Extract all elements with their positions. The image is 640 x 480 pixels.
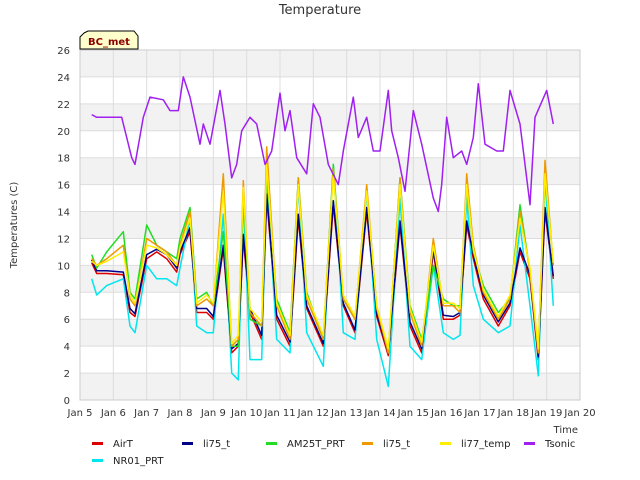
legend-swatch <box>524 442 535 445</box>
x-tick-label: Jan 11 <box>263 408 295 419</box>
legend: AirT li75_t AM25T_PRT li75_t li77_temp Tsonic… <box>92 439 575 467</box>
band <box>80 50 580 77</box>
band <box>80 157 580 185</box>
legend-item: li75_t <box>182 439 230 450</box>
legend-label: Tsonic <box>544 439 575 450</box>
series-layer <box>90 76 555 388</box>
x-tick-label: Jan 17 <box>463 408 495 419</box>
x-tick-label: Jan 6 <box>100 408 126 419</box>
legend-item: NR01_PRT <box>92 456 164 467</box>
chart-title: Temperature <box>278 3 361 18</box>
legend-item: Tsonic <box>524 439 575 450</box>
legend-item: li77_temp <box>440 439 510 450</box>
x-tick-label: Jan 18 <box>497 408 529 419</box>
x-tick-label: Jan 15 <box>397 408 429 419</box>
legend-swatch <box>440 442 451 445</box>
legend-label: NR01_PRT <box>113 456 164 467</box>
legend-swatch <box>92 459 103 462</box>
legend-label: AirT <box>113 439 134 450</box>
y-axis-title: Temperatures (C) <box>9 182 20 270</box>
y-tick-label: 0 <box>64 396 70 407</box>
y-tick-label: 6 <box>64 315 70 326</box>
legend-item: li75_t <box>362 439 410 450</box>
x-tick-label: Jan 8 <box>167 408 193 419</box>
x-tick-label: Jan 20 <box>563 408 595 419</box>
legend-label: li77_temp <box>461 439 510 450</box>
x-tick-label: Jan 19 <box>530 408 562 419</box>
badge-box <box>79 30 139 50</box>
legend-swatch <box>362 442 373 445</box>
series-line-6 <box>91 76 555 213</box>
band <box>80 265 580 293</box>
x-tick-label: Jan 9 <box>200 408 226 419</box>
x-tick-label: Jan 14 <box>363 408 395 419</box>
y-tick-label: 20 <box>57 127 70 138</box>
legend-swatch <box>266 442 277 445</box>
y-tick-label: 4 <box>64 342 70 353</box>
x-tick-label: Jan 13 <box>330 408 362 419</box>
legend-swatch <box>182 442 193 445</box>
y-tick-label: 12 <box>57 234 70 245</box>
y-tick-label: 8 <box>64 288 70 299</box>
x-tick-label: Jan 10 <box>230 408 262 419</box>
y-tick-label: 10 <box>57 261 70 272</box>
band <box>80 319 580 347</box>
legend-label: li75_t <box>383 439 410 450</box>
legend-swatch <box>92 442 103 445</box>
y-tick-label: 2 <box>64 369 70 380</box>
x-tick-label: Jan 16 <box>430 408 462 419</box>
y-tick-label: 14 <box>57 208 70 219</box>
x-axis-title: Time <box>553 425 578 436</box>
x-tick-label: Jan 12 <box>297 408 329 419</box>
legend-item: AirT <box>92 439 134 450</box>
plot-frame <box>79 49 581 401</box>
band <box>80 373 580 400</box>
series-line-5 <box>91 163 555 350</box>
legend-label: li75_t <box>203 439 230 450</box>
x-tick-labels: Jan 5 Jan 6 Jan 7 Jan 8 Jan 9 Jan 10 Jan 11 Jan… <box>67 408 596 419</box>
badge: BC_met <box>79 30 139 50</box>
y-tick-label: 22 <box>57 100 70 111</box>
x-tick-label: Jan 7 <box>133 408 159 419</box>
y-tick-label: 18 <box>57 154 70 165</box>
x-tick-label: Jan 5 <box>67 408 93 419</box>
y-tick-label: 24 <box>57 73 70 84</box>
legend-item: AM25T_PRT <box>266 439 346 450</box>
y-tick-label: 26 <box>57 46 70 57</box>
band <box>80 103 580 131</box>
y-tick-label: 16 <box>57 181 70 192</box>
badge-label: BC_met <box>88 37 130 48</box>
legend-label: AM25T_PRT <box>287 439 346 450</box>
